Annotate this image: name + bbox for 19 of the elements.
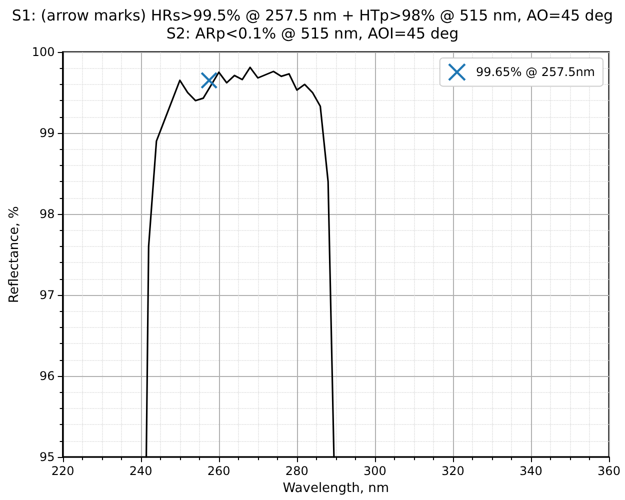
x-tick-label: 320 xyxy=(441,464,464,478)
y-tick-label: 100 xyxy=(32,45,55,59)
y-tick-label: 99 xyxy=(40,126,55,140)
chart-subtitle: S2: ARp<0.1% @ 515 nm, AOI=45 deg xyxy=(166,24,459,42)
x-axis-title: Wavelength, nm xyxy=(282,481,390,496)
chart-title: S1: (arrow marks) HRs>99.5% @ 257.5 nm + HTp>98% @ 515 nm, AO=45 deg xyxy=(12,6,614,24)
y-axis-title: Reflectance, % xyxy=(7,206,22,303)
y-tick-label: 96 xyxy=(40,369,55,384)
x-tick-label: 220 xyxy=(51,464,74,478)
x-tick-label: 340 xyxy=(520,464,542,478)
y-tick-label: 98 xyxy=(40,207,55,222)
legend-label: 99.65% @ 257.5nm xyxy=(476,65,596,80)
y-tick-label: 95 xyxy=(40,450,55,464)
x-tick-label: 260 xyxy=(207,464,230,478)
x-tick-label: 280 xyxy=(285,464,308,478)
x-tick-label: 360 xyxy=(598,464,620,478)
x-tick-label: 240 xyxy=(129,464,152,478)
y-tick-label: 97 xyxy=(40,288,55,302)
x-tick-label: 300 xyxy=(363,464,386,478)
